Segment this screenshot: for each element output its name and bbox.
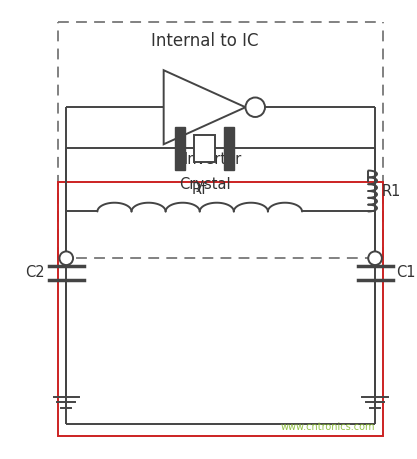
Bar [224,127,234,169]
Circle shape [60,252,73,265]
Bar [194,134,215,162]
Bar [176,127,185,169]
Text: C2: C2 [25,265,45,280]
Circle shape [368,252,382,265]
Text: Crystal: Crystal [179,177,231,192]
Text: C1: C1 [397,265,416,280]
Text: www.cntronics.com: www.cntronics.com [281,422,375,431]
Text: Rf: Rf [192,182,207,197]
Text: R1: R1 [382,184,401,199]
Text: Inverter: Inverter [183,152,241,167]
Bar [58,182,383,436]
Text: Internal to IC: Internal to IC [151,32,259,50]
